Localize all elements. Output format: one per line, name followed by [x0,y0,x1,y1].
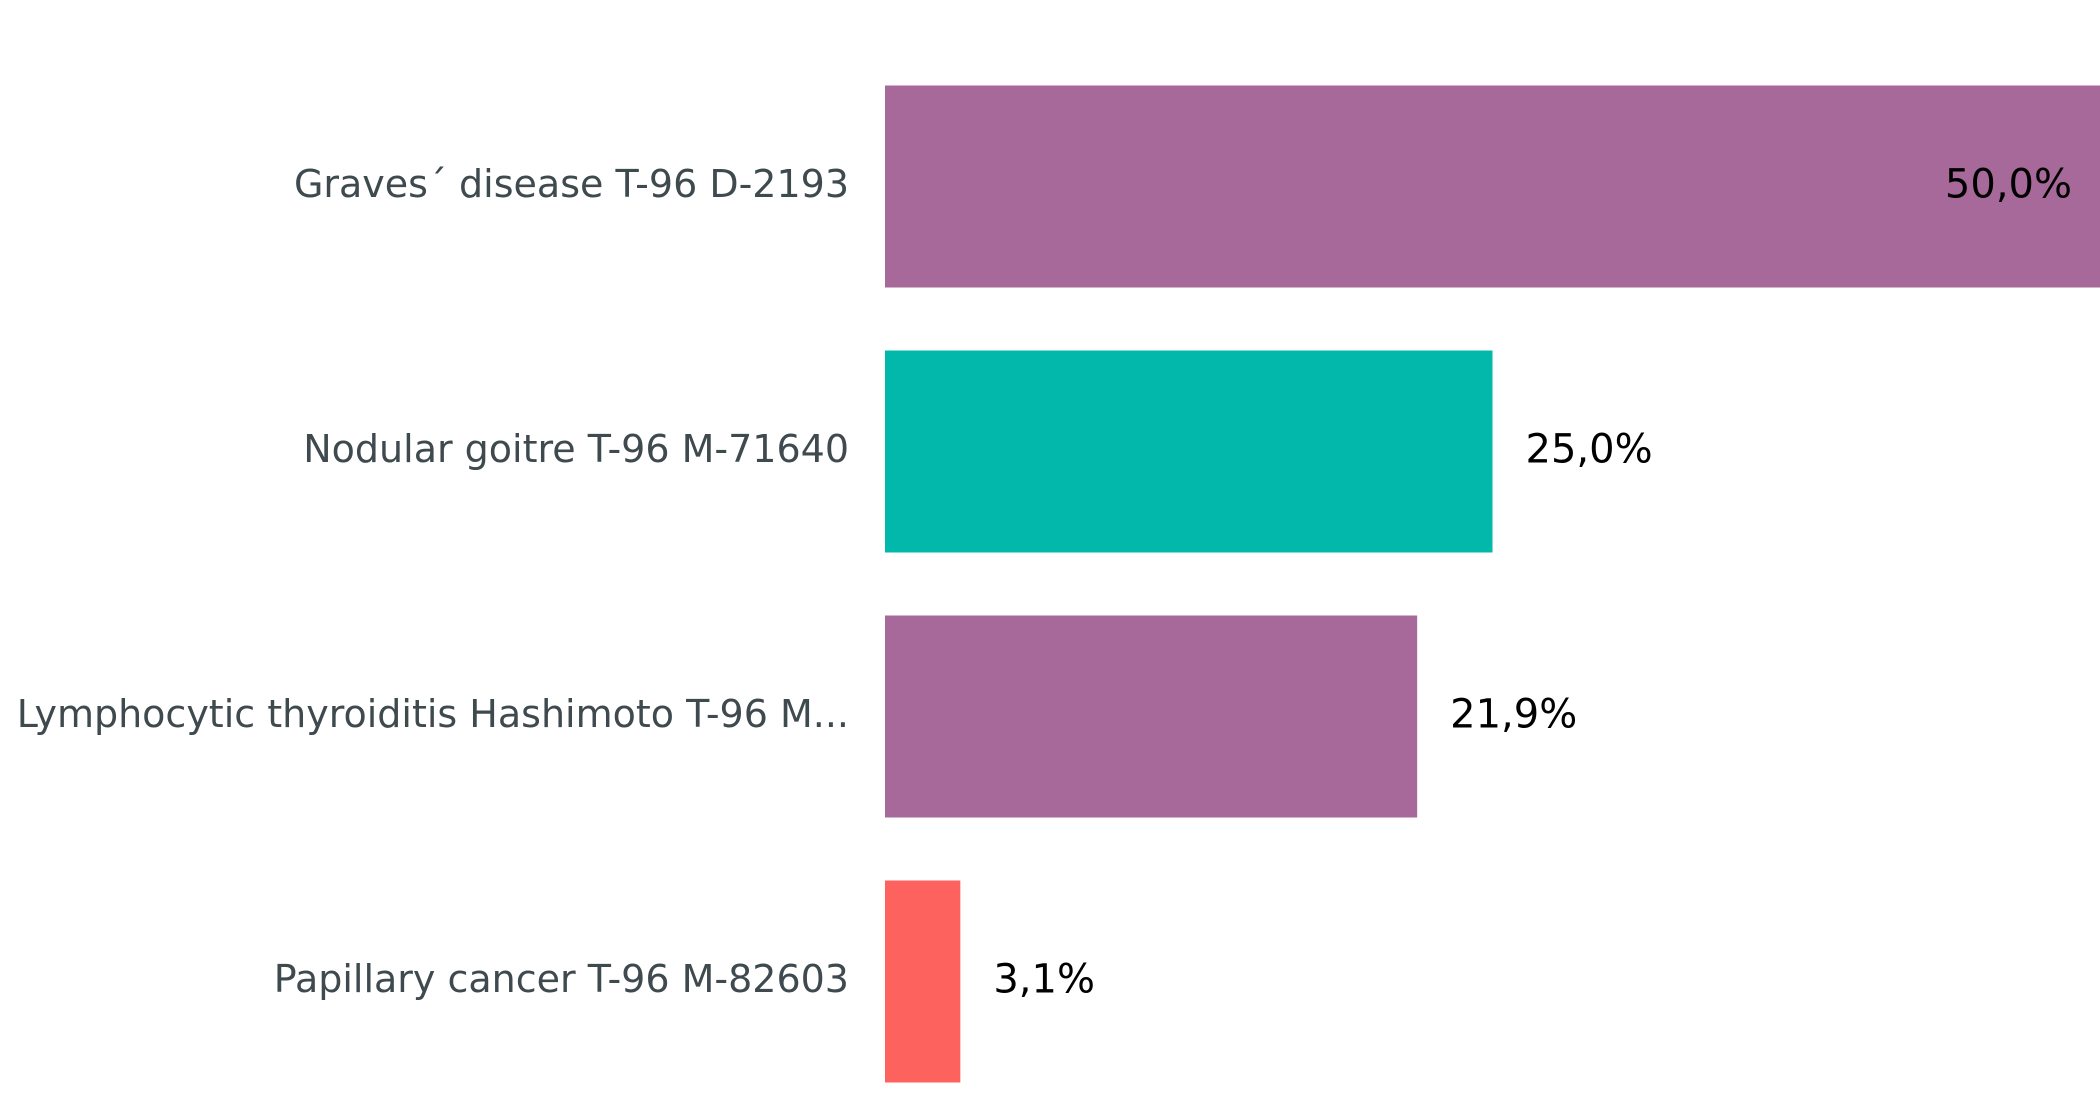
data-label: 21,9% [1450,692,1577,738]
data-label: 50,0% [1945,162,2072,208]
category-label: Nodular goitre T-96 M-71640 [303,427,849,471]
bar [885,85,2100,288]
bar [885,350,1493,553]
category-label: Lymphocytic thyroiditis Hashimoto T-96 M… [17,692,849,736]
category-label: Graves´ disease T-96 D-2193 [294,162,849,206]
category-label: Papillary cancer T-96 M-82603 [274,957,849,1001]
data-label: 3,1% [993,957,1095,1003]
bar [885,615,1418,818]
bar [885,880,961,1083]
data-label: 25,0% [1526,427,1653,473]
